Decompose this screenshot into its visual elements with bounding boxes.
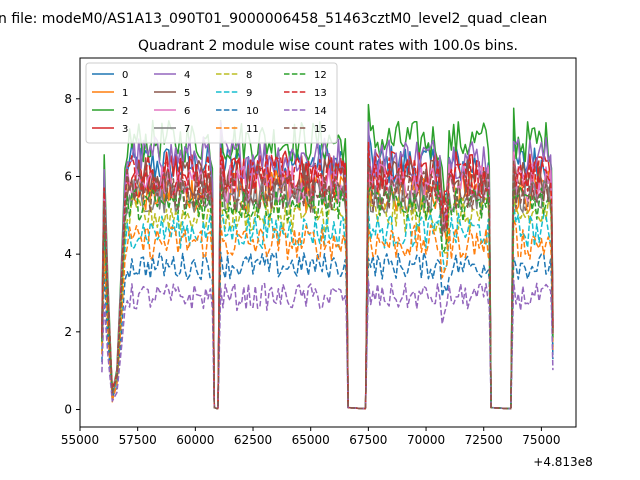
x-tick-label: 57500 [119,433,157,447]
series-line-15 [101,160,554,410]
legend-box [85,62,338,144]
series-line-3 [101,149,554,410]
y-tick-label: 0 [64,403,72,417]
figure-suptitle: n file: modeM0/AS1A13_090T01_9000006458_… [0,11,547,27]
series-line-9 [101,203,554,410]
legend-label: 15 [314,124,327,135]
x-tick-label: 65000 [292,433,330,447]
legend-label: 7 [184,124,190,135]
y-axis: 0 2 4 6 8 [64,92,80,417]
legend-label: 6 [184,106,190,117]
plot-lines [101,103,554,410]
x-tick-label: 70000 [407,433,445,447]
y-tick-label: 8 [64,92,72,106]
legend-label: 4 [184,70,190,81]
legend-label: 1 [122,88,128,99]
x-tick-label: 72500 [465,433,503,447]
x-tick-label: 55000 [61,433,99,447]
legend-label: 12 [314,70,327,81]
x-tick-label: 75000 [522,433,560,447]
legend-label: 9 [246,88,252,99]
x-tick-label: 67500 [349,433,387,447]
legend-label: 10 [246,106,259,117]
series-line-4 [101,120,554,410]
series-line-12 [101,177,554,410]
y-tick-label: 4 [64,247,72,261]
x-axis: 55000 57500 60000 62500 65000 67500 70000 72500… [61,427,560,447]
y-tick-label: 2 [64,325,72,339]
axes-frame [79,57,577,428]
series-line-13 [101,141,554,410]
legend-label: 14 [314,106,327,117]
legend-label: 8 [246,70,252,81]
x-offset-text: +4.813e8 [533,455,592,469]
legend-label: 2 [122,106,128,117]
chart-title: Quadrant 2 module wise count rates with … [138,38,518,54]
x-tick-label: 62500 [234,433,272,447]
y-tick-label: 6 [64,169,72,183]
legend-label: 11 [246,124,259,135]
legend-label: 0 [122,70,128,81]
x-tick-label: 60000 [176,433,214,447]
legend-label: 13 [314,88,327,99]
series-line-10 [101,251,554,410]
legend-label: 3 [122,124,128,135]
series-line-11 [101,219,554,410]
series-line-8 [101,185,554,410]
series-line-14 [101,279,554,410]
legend-label: 5 [184,88,190,99]
series-line-5 [101,151,554,410]
